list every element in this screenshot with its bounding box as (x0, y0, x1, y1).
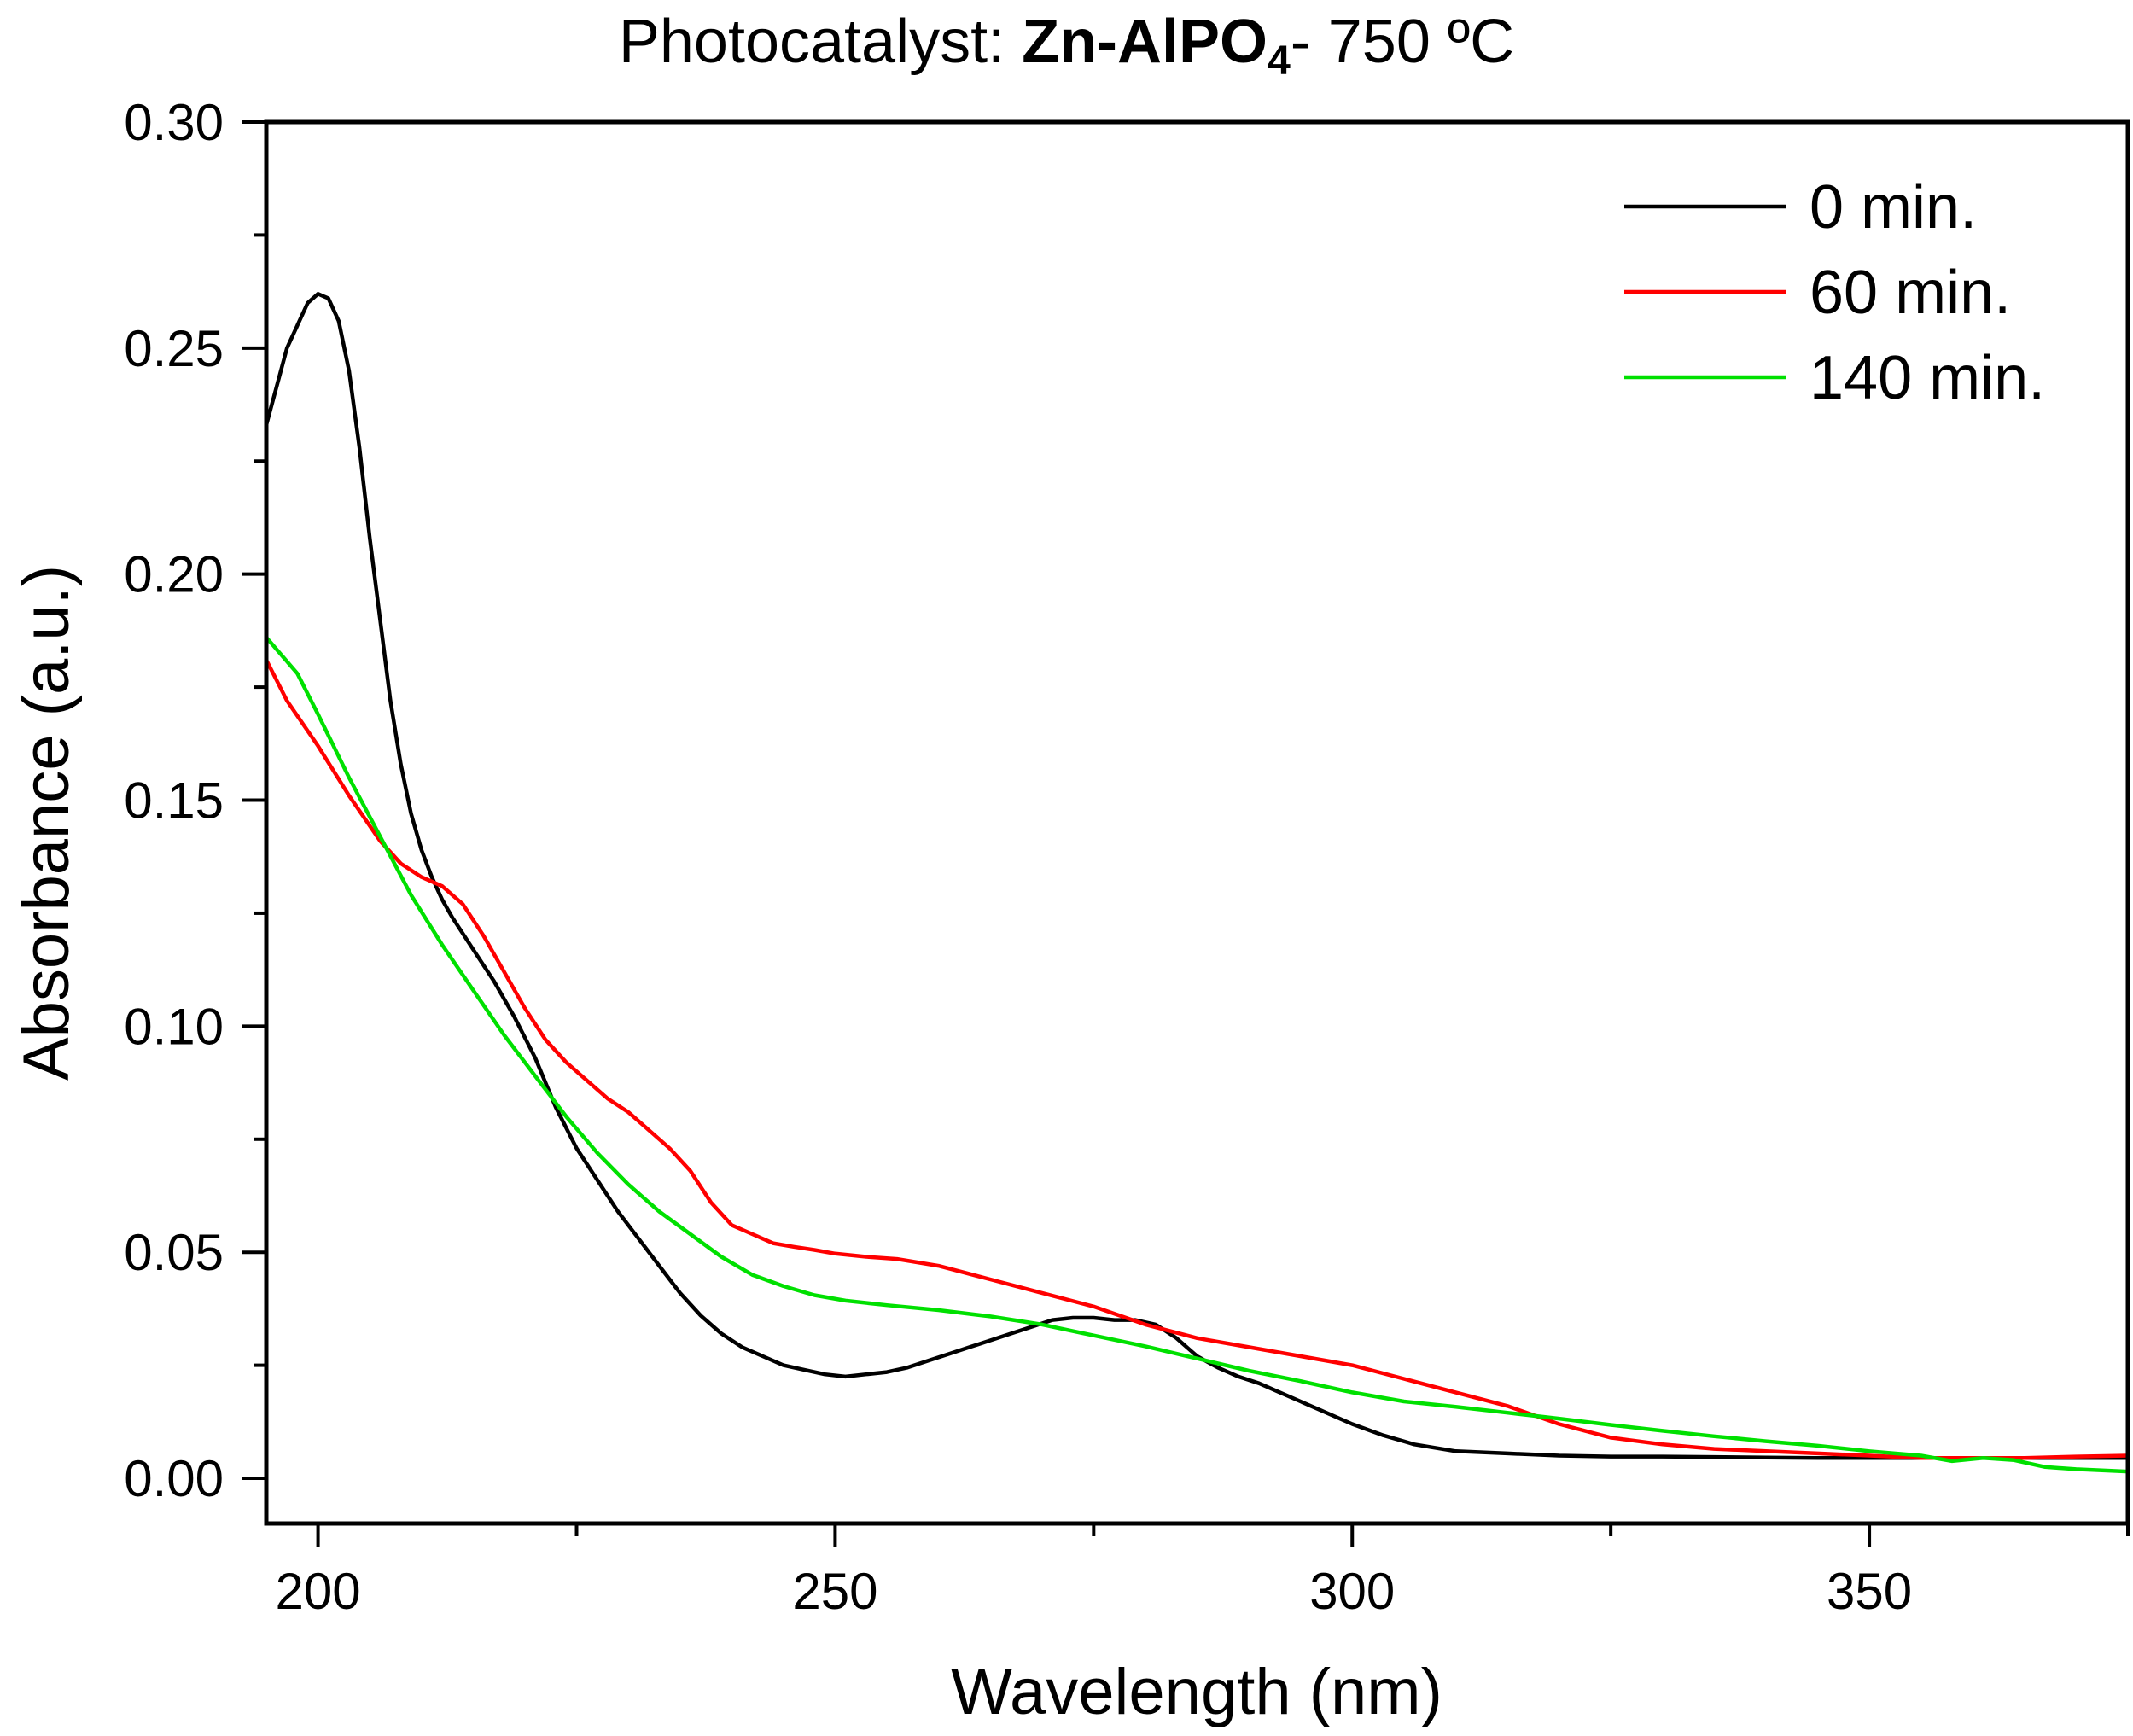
legend: 0 min. 60 min. 140 min. (1624, 173, 2045, 412)
legend-label-1: 60 min. (1810, 259, 2011, 327)
x-tick-label-3: 350 (1827, 1563, 1912, 1620)
y-tick-label-0: 0.00 (124, 1450, 224, 1507)
series-line-2 (266, 635, 2128, 1474)
title-suffix: - 750 ºC (1290, 8, 1515, 76)
title-bold: Zn-AlPO4 (1022, 8, 1291, 82)
y-tick-label-5: 0.25 (124, 320, 224, 377)
y-tick-label-1: 0.05 (124, 1224, 224, 1281)
x-tick-label-0: 200 (276, 1563, 361, 1620)
title-prefix: Photocatalyst: (618, 8, 1023, 76)
title-formula: Zn-AlPO (1022, 8, 1268, 76)
chart-title: Photocatalyst: Zn-AlPO4- 750 ºC (0, 7, 2133, 82)
legend-label-0: 0 min. (1810, 173, 1977, 242)
x-tick-label-2: 300 (1309, 1563, 1395, 1620)
y-axis-label: Absorbance (a.u.) (10, 565, 83, 1081)
x-axis-label: Wavelength (nm) (951, 1656, 1442, 1728)
y-tick-label-6: 0.30 (124, 94, 224, 151)
legend-label-2: 140 min. (1810, 344, 2045, 412)
series-line-1 (266, 658, 2128, 1460)
plot-frame (264, 119, 2130, 1526)
series-line-0 (266, 292, 2128, 1460)
title-subscript: 4 (1268, 38, 1291, 84)
y-tick-label-3: 0.15 (124, 772, 224, 830)
y-tick-label-2: 0.10 (124, 998, 224, 1055)
y-tick-label-4: 0.20 (124, 546, 224, 603)
x-tick-label-1: 250 (792, 1563, 877, 1620)
